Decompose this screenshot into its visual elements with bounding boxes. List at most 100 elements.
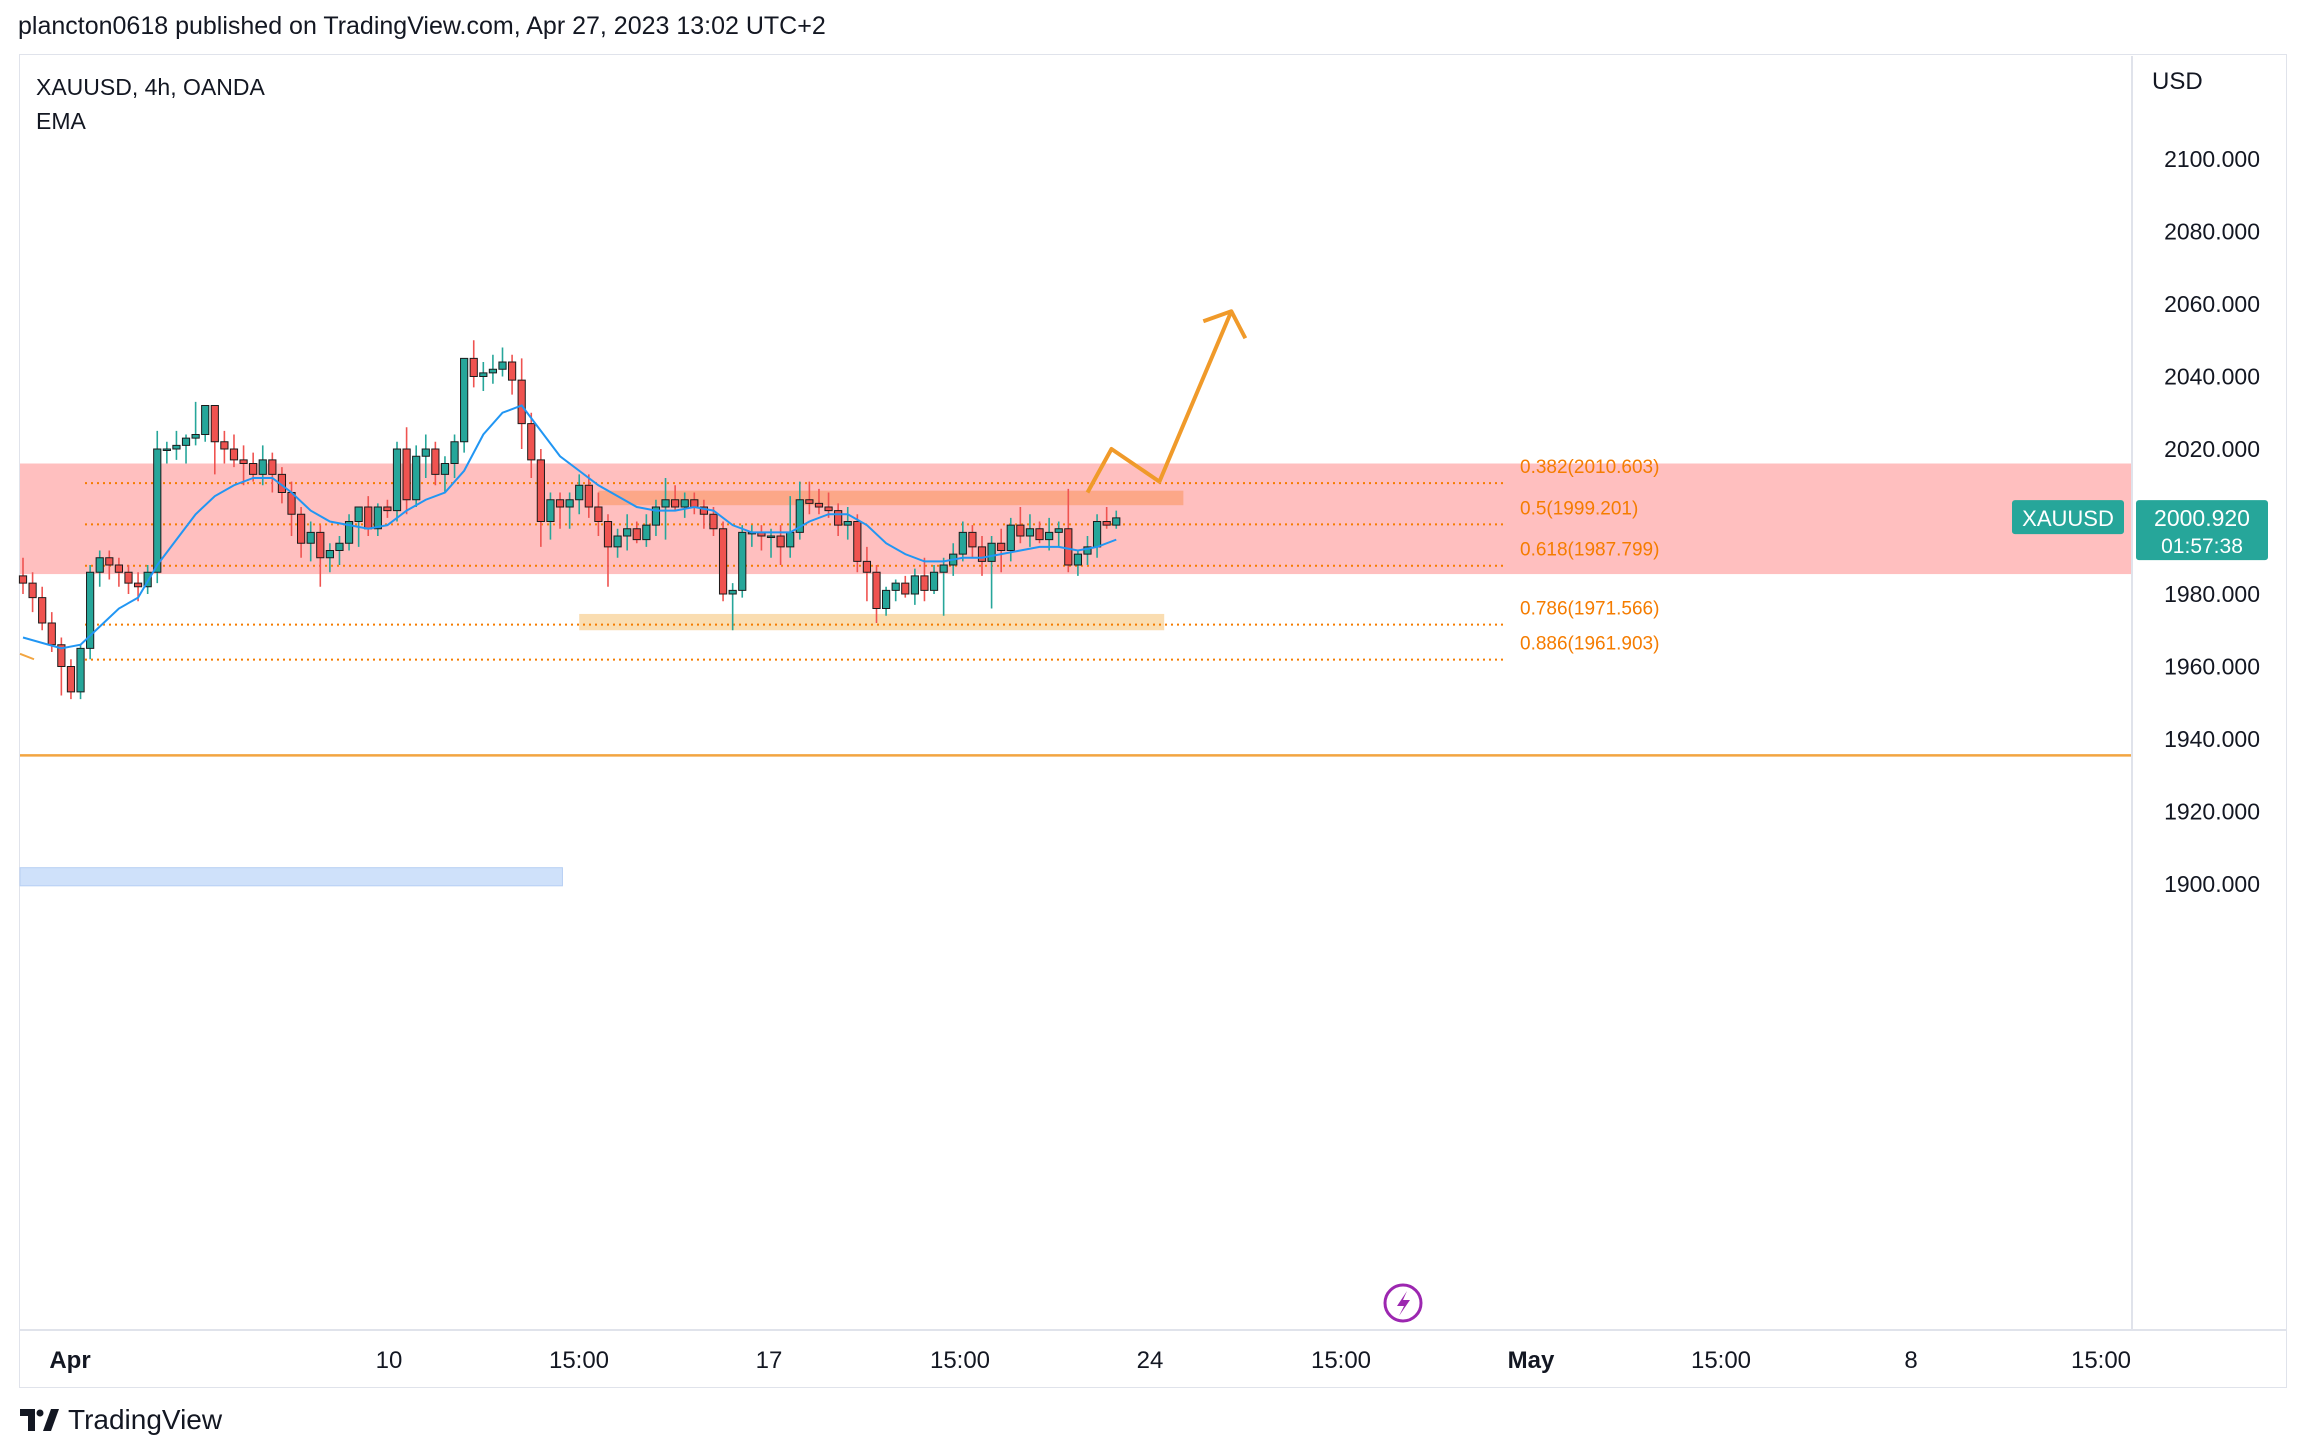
candle-body xyxy=(546,499,555,522)
candle xyxy=(872,565,881,623)
candle xyxy=(623,514,632,551)
candle-body xyxy=(632,528,641,541)
candle-body xyxy=(344,521,354,544)
fib-label-0.786: 0.786(1971.566) xyxy=(1520,599,1659,620)
chart-indicator-label: EMA xyxy=(36,108,87,134)
candle xyxy=(76,644,85,700)
candle-body xyxy=(891,582,900,591)
candle-body xyxy=(651,506,661,526)
candle xyxy=(603,514,613,587)
candle-body xyxy=(498,361,507,370)
candle-body xyxy=(450,441,459,464)
candle xyxy=(18,557,28,594)
candle xyxy=(555,492,565,529)
symbol-tag: XAUUSD xyxy=(2012,500,2124,535)
candle xyxy=(680,492,689,518)
candle-body xyxy=(1035,528,1044,541)
candle-body xyxy=(412,455,421,501)
candle-body xyxy=(958,531,967,555)
candle-body xyxy=(431,448,440,475)
candle xyxy=(162,441,171,464)
candle-body xyxy=(479,372,488,377)
candle-body xyxy=(335,542,344,551)
chart-frame[interactable] xyxy=(19,54,2287,1388)
candle-body xyxy=(882,589,891,609)
x-tick-label: 15:00 xyxy=(1691,1347,1751,1374)
candle-body xyxy=(469,357,478,377)
candle xyxy=(718,521,728,602)
candle-body xyxy=(76,647,85,693)
candle xyxy=(114,557,124,587)
candle-body xyxy=(258,459,267,475)
candle-body xyxy=(162,448,171,451)
candle-body xyxy=(862,560,872,573)
candle xyxy=(671,485,680,511)
x-tick-label: 8 xyxy=(1904,1347,1917,1374)
x-tick-label: Apr xyxy=(49,1347,90,1374)
candle xyxy=(699,499,708,529)
arrow-head xyxy=(1202,309,1248,340)
y-tick-label: 1980.000 xyxy=(2164,581,2260,607)
candle xyxy=(728,583,737,631)
candle-body xyxy=(1045,531,1054,541)
candle xyxy=(28,572,37,613)
candle-body xyxy=(699,506,708,515)
candle-body xyxy=(95,557,104,573)
candle-body xyxy=(239,459,248,464)
last-price-tag-bg xyxy=(2136,500,2268,561)
candle xyxy=(862,546,872,602)
x-tick-label: 17 xyxy=(756,1347,783,1374)
candle-body xyxy=(191,434,200,439)
y-tick-label: 1960.000 xyxy=(2164,654,2260,680)
x-tick-label: 15:00 xyxy=(1311,1347,1371,1374)
candle xyxy=(575,474,584,515)
candle-body xyxy=(517,379,526,425)
candle xyxy=(229,434,239,468)
candle xyxy=(450,434,459,478)
candle-body xyxy=(306,531,315,544)
candle-body xyxy=(613,535,622,548)
candle-body xyxy=(709,513,718,530)
candle xyxy=(929,565,939,594)
y-tick-label: 2080.000 xyxy=(2164,219,2260,245)
candle-body xyxy=(201,405,210,435)
candle xyxy=(766,528,776,558)
candle-body xyxy=(364,506,373,530)
candle-body xyxy=(766,535,776,538)
candle xyxy=(1054,521,1063,547)
candle-body xyxy=(527,423,536,461)
candle xyxy=(392,441,402,522)
last-price-countdown: 01:57:38 xyxy=(2161,535,2243,558)
candle xyxy=(469,340,478,388)
candle-body xyxy=(507,361,517,381)
candle xyxy=(958,521,967,562)
candle-body xyxy=(690,499,699,508)
candle-body xyxy=(987,542,996,562)
x-tick-label: May xyxy=(1508,1347,1555,1374)
candle xyxy=(651,499,661,536)
ema-line xyxy=(22,404,1117,650)
candle xyxy=(584,474,593,518)
candle-body xyxy=(920,575,929,591)
candle xyxy=(105,550,114,580)
candle xyxy=(412,445,421,507)
candle xyxy=(1006,517,1015,562)
candle-body xyxy=(575,484,584,501)
candle xyxy=(124,565,133,594)
lightning-icon[interactable] xyxy=(1383,1283,1423,1323)
tradingview-logo-icon[interactable] xyxy=(20,1409,60,1431)
candle-body xyxy=(297,513,306,544)
candle-body xyxy=(997,542,1006,551)
candle xyxy=(987,536,996,609)
tradingview-brand[interactable]: TradingView xyxy=(68,1404,223,1435)
candle xyxy=(738,525,747,598)
candle xyxy=(853,514,862,573)
candle xyxy=(66,659,76,700)
candle xyxy=(997,528,1006,573)
candle-body xyxy=(1006,524,1015,551)
candle-body xyxy=(86,571,95,649)
candle-body xyxy=(133,582,143,588)
candle xyxy=(1083,536,1092,565)
candle xyxy=(421,434,430,478)
